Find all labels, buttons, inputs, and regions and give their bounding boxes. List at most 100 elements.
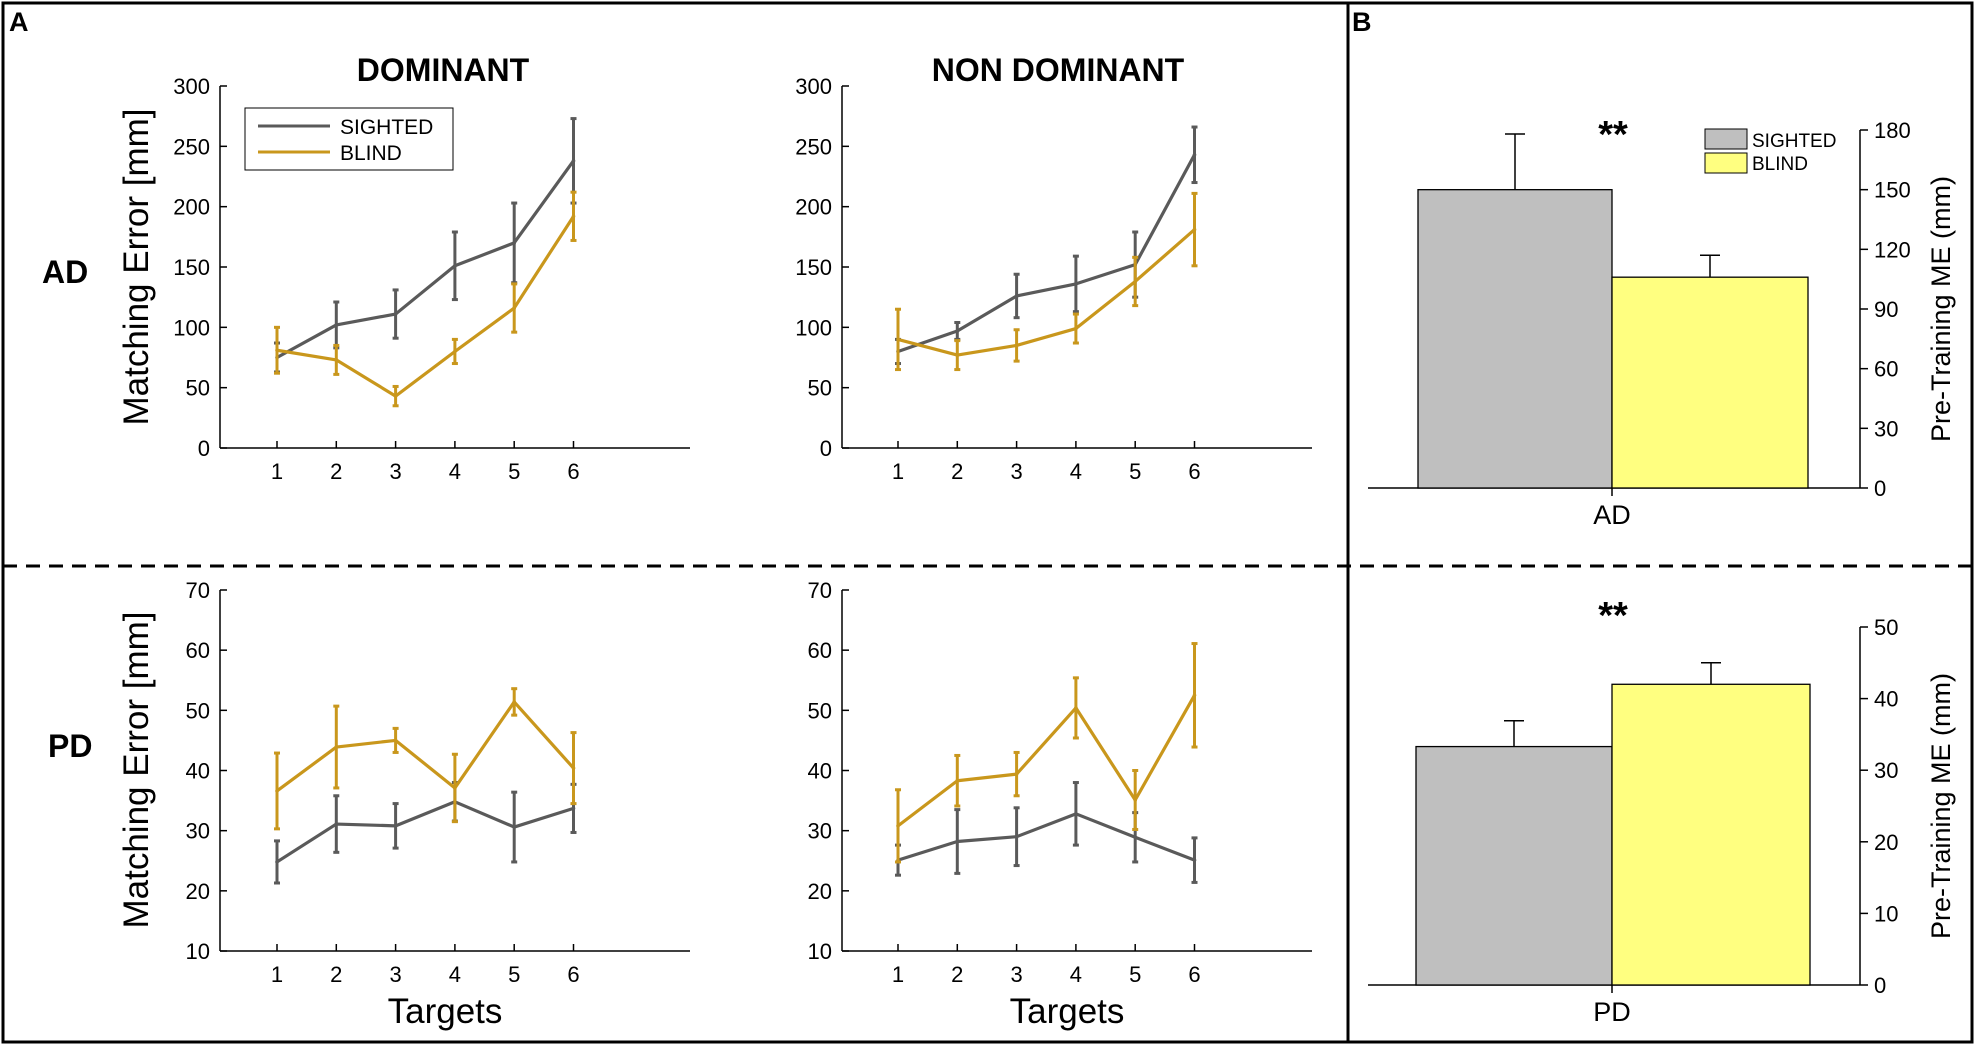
- x-tick-label: 3: [389, 459, 401, 484]
- data-point: [275, 860, 279, 864]
- bar-sighted: [1415, 745, 1613, 986]
- y-tick-label: 10: [186, 939, 210, 964]
- data-point: [453, 263, 457, 268]
- y-tick-label: 0: [820, 436, 832, 461]
- data-point: [453, 786, 457, 790]
- x-axis-label: AD: [1593, 500, 1631, 530]
- bar-legend: SIGHTED BLIND: [1704, 128, 1836, 175]
- data-point: [393, 738, 398, 743]
- y-tick-label: 0: [198, 436, 210, 461]
- significance-pd: **: [1598, 595, 1628, 637]
- data-point: [453, 349, 457, 354]
- series-line-blind: [897, 694, 1196, 828]
- data-point: [275, 348, 279, 353]
- chart-pd-bars: 0 10 20 30 40 50 PD Pre-Training ME (mm): [1368, 615, 1956, 1027]
- y-tick-label: 70: [808, 578, 832, 603]
- y-tick-label: 250: [795, 134, 832, 159]
- x-tick-label: 5: [508, 459, 520, 484]
- data-point: [955, 839, 960, 844]
- data-point: [334, 745, 339, 749]
- significance-ad: **: [1598, 114, 1628, 156]
- x-axis-label: PD: [1593, 997, 1631, 1027]
- title-dominant: DOMINANT: [357, 52, 530, 88]
- row-label-ad: AD: [42, 254, 88, 290]
- data-point: [512, 241, 516, 245]
- chart-pd-dominant: 10 20 30 40 50 60 70 1 2 3 4 5 6 Targets Matching Erro…: [117, 578, 690, 1031]
- row-label-pd: PD: [48, 728, 92, 764]
- series-blind: [895, 191, 1198, 372]
- x-tick-label: 3: [1010, 459, 1022, 484]
- y-tick-label: 300: [173, 74, 210, 99]
- data-point: [1074, 706, 1078, 710]
- series-line-sighted: [897, 154, 1196, 353]
- data-point: [955, 778, 960, 783]
- x-tick-label: 4: [449, 962, 461, 987]
- data-point: [512, 825, 516, 829]
- series-sighted: [274, 781, 577, 885]
- data-point: [955, 353, 960, 357]
- chart-ad-bars: 0 30 60 90 120 150 180 AD Pre-Training ME (mm): [1368, 118, 1956, 530]
- series-line-blind: [897, 228, 1196, 357]
- line-legend-blind-label: BLIND: [340, 142, 402, 165]
- data-point: [1192, 227, 1197, 232]
- data-point: [393, 394, 398, 398]
- x-tick-label: 2: [330, 459, 342, 484]
- x-axis-label: Targets: [388, 992, 503, 1031]
- y-tick-label: 70: [186, 578, 210, 603]
- y-tick-label: 60: [808, 638, 832, 663]
- data-point: [1074, 812, 1078, 816]
- data-point: [1014, 294, 1019, 298]
- line-legend: SIGHTED BLIND: [244, 107, 454, 171]
- y-tick-label: 150: [173, 255, 210, 280]
- data-point: [571, 214, 576, 219]
- bar-legend-blind-swatch: [1704, 152, 1748, 174]
- data-point: [1192, 858, 1197, 862]
- chart-ad-nondominant: 0 50 100 150 200 250 300 1 2 3 4 5 6: [795, 74, 1312, 484]
- data-point: [955, 329, 960, 333]
- y-tick-label: 50: [1874, 615, 1898, 640]
- y-tick-label: 300: [795, 74, 832, 99]
- series-sighted: [274, 117, 577, 374]
- y-tick-label: 10: [808, 939, 832, 964]
- x-tick-label: 1: [271, 962, 283, 987]
- y-tick-label: 20: [1874, 830, 1898, 855]
- y-tick-label: 0: [1874, 476, 1886, 501]
- x-tick-label: 3: [389, 962, 401, 987]
- data-point: [896, 337, 900, 342]
- series-blind: [274, 687, 577, 831]
- data-point: [1192, 693, 1197, 698]
- data-point: [1074, 326, 1078, 331]
- line-legend-box: [244, 107, 454, 171]
- data-point: [275, 789, 279, 793]
- y-tick-label: 40: [186, 759, 210, 784]
- x-tick-label: 5: [508, 962, 520, 987]
- bar-blind: [1611, 683, 1811, 986]
- data-point: [1014, 834, 1019, 839]
- y-axis-label: Pre-Training ME (mm): [1926, 673, 1956, 939]
- y-tick-label: 30: [1874, 416, 1898, 441]
- y-tick-label: 20: [808, 879, 832, 904]
- x-tick-label: 4: [449, 459, 461, 484]
- bar-sighted: [1417, 189, 1613, 489]
- y-tick-label: 150: [795, 255, 832, 280]
- data-point: [571, 766, 576, 770]
- y-tick-label: 250: [173, 134, 210, 159]
- y-tick-label: 50: [808, 376, 832, 401]
- data-point: [1014, 772, 1019, 776]
- series-sighted: [895, 125, 1198, 366]
- y-tick-label: 180: [1874, 118, 1911, 143]
- data-point: [571, 159, 576, 163]
- data-point: [1133, 279, 1137, 284]
- data-point: [393, 312, 398, 316]
- y-tick-label: 50: [186, 698, 210, 723]
- chart-pd-nondominant: 10 20 30 40 50 60 70 1 2 3 4 5 6 Targets: [808, 578, 1312, 1031]
- data-point: [1074, 282, 1078, 286]
- y-tick-label: 20: [186, 879, 210, 904]
- title-non-dominant: NON DOMINANT: [932, 52, 1185, 88]
- data-point: [512, 700, 516, 704]
- y-tick-label: 50: [808, 698, 832, 723]
- y-tick-label: 90: [1874, 297, 1898, 322]
- bar-legend-sighted-swatch: [1704, 128, 1748, 150]
